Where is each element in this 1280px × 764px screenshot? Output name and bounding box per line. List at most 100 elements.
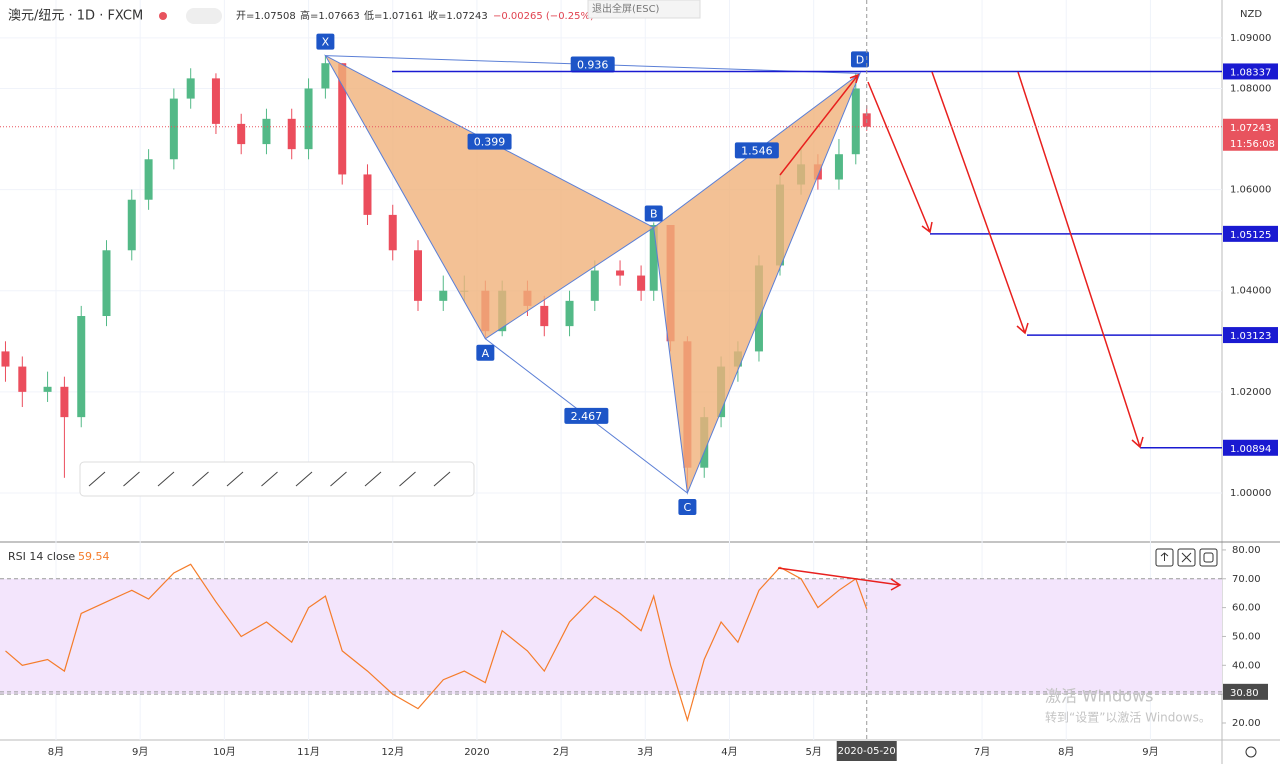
candle-body <box>77 316 86 418</box>
y-tick-label: 80.00 <box>1232 545 1261 556</box>
point-box <box>850 51 869 68</box>
harmonic-pattern: 0.399 2.467 1.546 0.936 X A B C D <box>316 33 869 515</box>
candle-body <box>287 118 296 150</box>
tool-icon <box>295 471 313 487</box>
candle-body <box>439 290 448 301</box>
y-tick-label: 1.00000 <box>1230 488 1271 499</box>
point-label: B <box>650 208 658 221</box>
x-tick-label: 9月 <box>1142 746 1158 758</box>
candle-body <box>851 88 860 155</box>
x-tick-label: 8月 <box>48 746 64 758</box>
level-tag <box>1223 63 1278 80</box>
x-tick-label: 8月 <box>1058 746 1074 758</box>
candle-body <box>169 98 178 160</box>
level-label: 1.03123 <box>1230 331 1271 342</box>
ratio-label: 2.467 <box>571 410 603 423</box>
toggle[interactable] <box>186 8 222 24</box>
drawing-toolbar <box>79 461 475 497</box>
candle-body <box>649 225 658 291</box>
ratio-label: 0.936 <box>577 58 609 71</box>
level-label: 1.00894 <box>1230 444 1271 455</box>
ratio-label: 0.399 <box>474 136 506 149</box>
x-tick-label: 9月 <box>132 746 148 758</box>
rsi-value: 59.54 <box>78 550 110 563</box>
countdown: 11:56:08 <box>1230 139 1275 150</box>
candle-body <box>211 78 220 124</box>
x-tick-label: 2020 <box>464 747 489 758</box>
rsi-band <box>0 578 1222 695</box>
point-label: X <box>322 36 330 49</box>
candle-body <box>237 123 246 145</box>
tool-icon <box>123 471 140 487</box>
y-tick-label: 60.00 <box>1232 603 1261 614</box>
candle-body <box>413 250 422 301</box>
watermark-title: 激活 Windows <box>1045 687 1154 706</box>
candle-body <box>1 351 10 367</box>
x-tick-label: 7月 <box>974 746 990 758</box>
ratio-box <box>570 56 615 73</box>
tool-icon <box>399 471 416 487</box>
point-label: A <box>482 347 490 360</box>
move-up-button[interactable] <box>1155 548 1174 567</box>
candle-body <box>540 305 549 327</box>
ohlc-high: 高=1.07663 <box>300 9 360 22</box>
settings-button[interactable] <box>1245 746 1257 758</box>
x-tick-label: 5月 <box>805 746 821 758</box>
y-tick-label: 50.00 <box>1232 631 1261 642</box>
level-label: 1.05125 <box>1230 230 1271 241</box>
level-tag <box>1223 327 1278 344</box>
candle-body <box>262 118 271 145</box>
forecast-arrows <box>777 71 1144 591</box>
level-tag <box>1223 225 1278 242</box>
candle-body <box>60 386 69 418</box>
candle-body <box>304 88 313 150</box>
level-tag <box>1223 439 1278 456</box>
point-label: C <box>684 501 692 514</box>
symbol: 澳元/纽元 · 1D · FXCM <box>8 8 143 24</box>
flag-icon <box>159 12 167 20</box>
candle-body <box>321 63 330 89</box>
point-label: D <box>856 53 864 66</box>
toolbar-box <box>79 461 475 497</box>
point-box <box>678 498 697 515</box>
candle-body <box>388 214 397 251</box>
candle-body <box>102 250 111 317</box>
x-tick-label: 12月 <box>381 746 404 758</box>
exit-fullscreen-label: 退出全屏(ESC) <box>592 2 660 15</box>
icon <box>1181 552 1192 563</box>
tool-icon <box>157 471 175 487</box>
date-tag <box>836 741 897 761</box>
crosshair-value: 30.80 <box>1230 688 1259 699</box>
tool-icon <box>330 471 347 487</box>
x-tick-label: 3月 <box>637 746 653 758</box>
x-tick-label: 10月 <box>213 746 236 758</box>
point-box <box>316 33 335 50</box>
close-button[interactable] <box>1177 548 1196 567</box>
arrow <box>867 81 933 234</box>
ohlc-open: 开=1.07508 <box>236 11 296 22</box>
icon <box>1203 552 1214 563</box>
x-tick-label: 11月 <box>297 746 320 758</box>
tool-icon <box>192 471 209 487</box>
y-tick-label: 1.02000 <box>1230 387 1271 398</box>
candle-body <box>565 300 574 327</box>
ratio-label: 1.546 <box>741 144 773 157</box>
x-tick-label: 4月 <box>721 746 737 758</box>
rsi-title: RSI 14 close <box>8 550 75 563</box>
last-price-label: 1.07243 <box>1230 123 1271 134</box>
currency: NZD <box>1240 9 1262 20</box>
arrow <box>779 73 860 176</box>
rsi-buttons <box>1155 548 1257 758</box>
tool-icon <box>261 471 278 487</box>
crosshair-date: 2020-05-20 <box>838 746 896 757</box>
tool-icon <box>88 471 106 487</box>
ohlc-close: 收=1.07243 <box>428 9 488 22</box>
x-tick-label: 2月 <box>553 746 569 758</box>
candle-body <box>43 386 52 392</box>
candle-body <box>616 270 625 276</box>
y-tick-label: 1.09000 <box>1230 33 1271 44</box>
crosshair-tag <box>1223 683 1268 700</box>
maximize-button[interactable] <box>1199 548 1218 567</box>
exit-fullscreen[interactable] <box>587 0 701 19</box>
level-label: 1.08337 <box>1230 67 1271 78</box>
